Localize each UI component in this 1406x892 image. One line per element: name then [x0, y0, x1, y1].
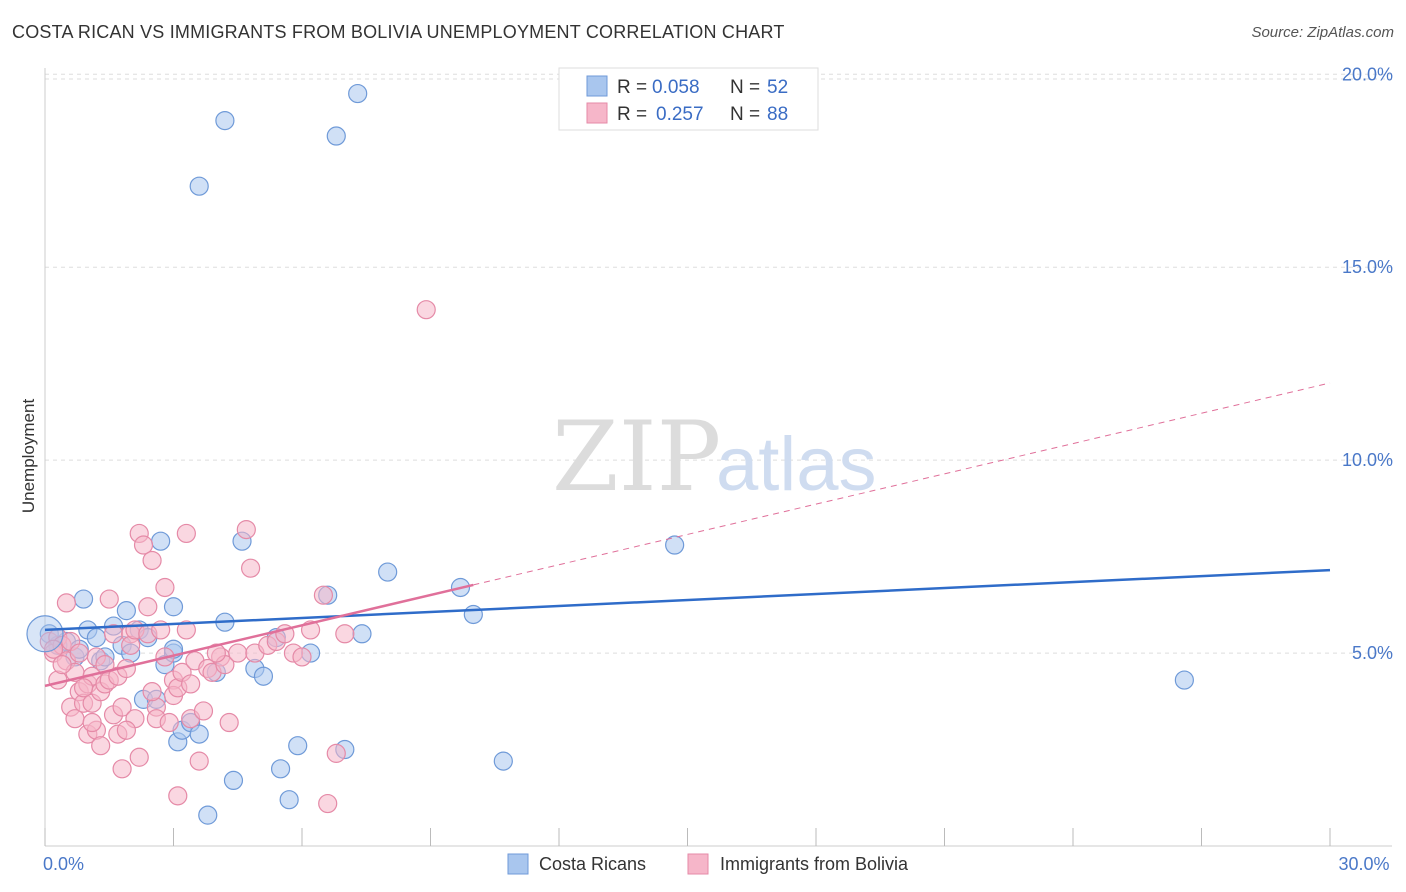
stats-legend: R = 0.058 N = 52 R = 0.257 N = 88 [558, 67, 819, 131]
bolivia-trend-line-extrapolated [473, 382, 1331, 586]
bolivia-point [241, 558, 261, 578]
bottom-legend-swatch-costa-ricans [507, 853, 529, 875]
x-tick-label: 0.0% [43, 854, 84, 874]
bolivia-point [335, 624, 355, 644]
y-tick-label: 20.0% [1342, 64, 1393, 84]
trend-lines [44, 382, 1331, 688]
bolivia-point [69, 643, 89, 663]
bolivia-point [155, 577, 175, 598]
bolivia-point [176, 620, 196, 640]
bolivia-point [313, 585, 334, 605]
bottom-legend-swatch-bolivia [687, 853, 709, 875]
data-points [26, 83, 1194, 825]
legend-r-value-1: 0.058 [652, 77, 700, 98]
bolivia-point [206, 643, 226, 663]
bolivia-point [416, 300, 436, 320]
axes [44, 68, 1392, 847]
costa-rican-point [86, 628, 107, 648]
costa-rican-point [378, 562, 398, 582]
bolivia-point [52, 655, 72, 675]
bolivia-point [133, 535, 154, 555]
costa-rican-point [348, 83, 368, 104]
legend-n-label-1: N = [730, 77, 760, 98]
costa-rican-point [253, 666, 274, 686]
costa-rican-point [352, 624, 372, 644]
chart-source: Source: ZipAtlas.com [1251, 24, 1394, 41]
bolivia-point [99, 589, 119, 609]
bolivia-point [112, 759, 132, 779]
chart-title: COSTA RICAN VS IMMIGRANTS FROM BOLIVIA U… [12, 22, 785, 42]
costa-rican-point [288, 736, 308, 756]
bolivia-point [112, 697, 132, 717]
bolivia-point [159, 712, 179, 733]
costa-rican-point [73, 589, 94, 609]
legend-n-value-2: 88 [767, 104, 788, 125]
bolivia-point [91, 736, 111, 756]
bolivia-point [318, 793, 338, 814]
bolivia-point [142, 550, 162, 571]
costa-rican-trend-line [44, 568, 1331, 632]
watermark: ZIP atlas [552, 401, 877, 513]
costa-rican-point [270, 759, 291, 779]
watermark-atlas: atlas [716, 422, 877, 507]
costa-rican-cluster-point [26, 615, 64, 653]
costa-rican-point [189, 176, 209, 196]
y-tick-label: 5.0% [1352, 643, 1393, 663]
bolivia-point [138, 597, 158, 617]
bolivia-point [129, 747, 149, 767]
costa-rican-point [215, 110, 235, 131]
costa-rican-point [163, 597, 184, 617]
bolivia-point [56, 593, 77, 613]
bolivia-point [168, 786, 188, 806]
costa-rican-point [326, 126, 346, 146]
bolivia-point [142, 682, 162, 702]
y-tick-label: 10.0% [1342, 450, 1393, 470]
bolivia-point [326, 743, 346, 763]
costa-rican-point [463, 604, 483, 625]
bolivia-point [116, 720, 136, 740]
series-legend: Costa Ricans Immigrants from Bolivia [507, 853, 909, 875]
legend-n-label-2: N = [730, 104, 760, 125]
bolivia-point [82, 712, 102, 733]
bolivia-trend-line [44, 583, 474, 688]
costa-rican-point [665, 535, 685, 555]
costa-rican-point [189, 724, 209, 744]
x-tick-label: 30.0% [1338, 854, 1389, 874]
costa-rican-point [151, 531, 171, 551]
y-axis-label: Unemployment [19, 399, 38, 514]
legend-r-label-1: R = [617, 77, 647, 98]
legend-n-value-1: 52 [767, 77, 788, 98]
bolivia-point [292, 647, 312, 667]
costa-rican-point [493, 751, 513, 771]
bolivia-point [176, 523, 196, 544]
bottom-legend-bolivia: Immigrants from Bolivia [720, 854, 909, 874]
bolivia-point [189, 751, 209, 771]
watermark-zip: ZIP [552, 401, 721, 513]
bottom-legend-costa-ricans: Costa Ricans [539, 854, 646, 874]
legend-swatch-costa-ricans [586, 75, 608, 97]
bolivia-point [228, 643, 248, 663]
bolivia-point [73, 678, 94, 698]
costa-rican-point [279, 790, 299, 810]
costa-rican-point [1174, 670, 1194, 690]
bolivia-point [236, 519, 256, 540]
tick-labels: 5.0% 10.0% 15.0% 20.0% 0.0% 30.0% [43, 64, 1393, 874]
legend-r-label-2: R = [617, 104, 647, 125]
costa-rican-point [198, 805, 218, 825]
legend-swatch-bolivia [586, 102, 608, 124]
y-tick-label: 15.0% [1342, 257, 1393, 277]
legend-r-value-2: 0.257 [656, 104, 704, 125]
bolivia-point [193, 701, 214, 721]
costa-rican-point [116, 601, 136, 621]
bolivia-point [219, 712, 239, 733]
bolivia-point [181, 674, 201, 694]
costa-rican-point [223, 770, 244, 791]
